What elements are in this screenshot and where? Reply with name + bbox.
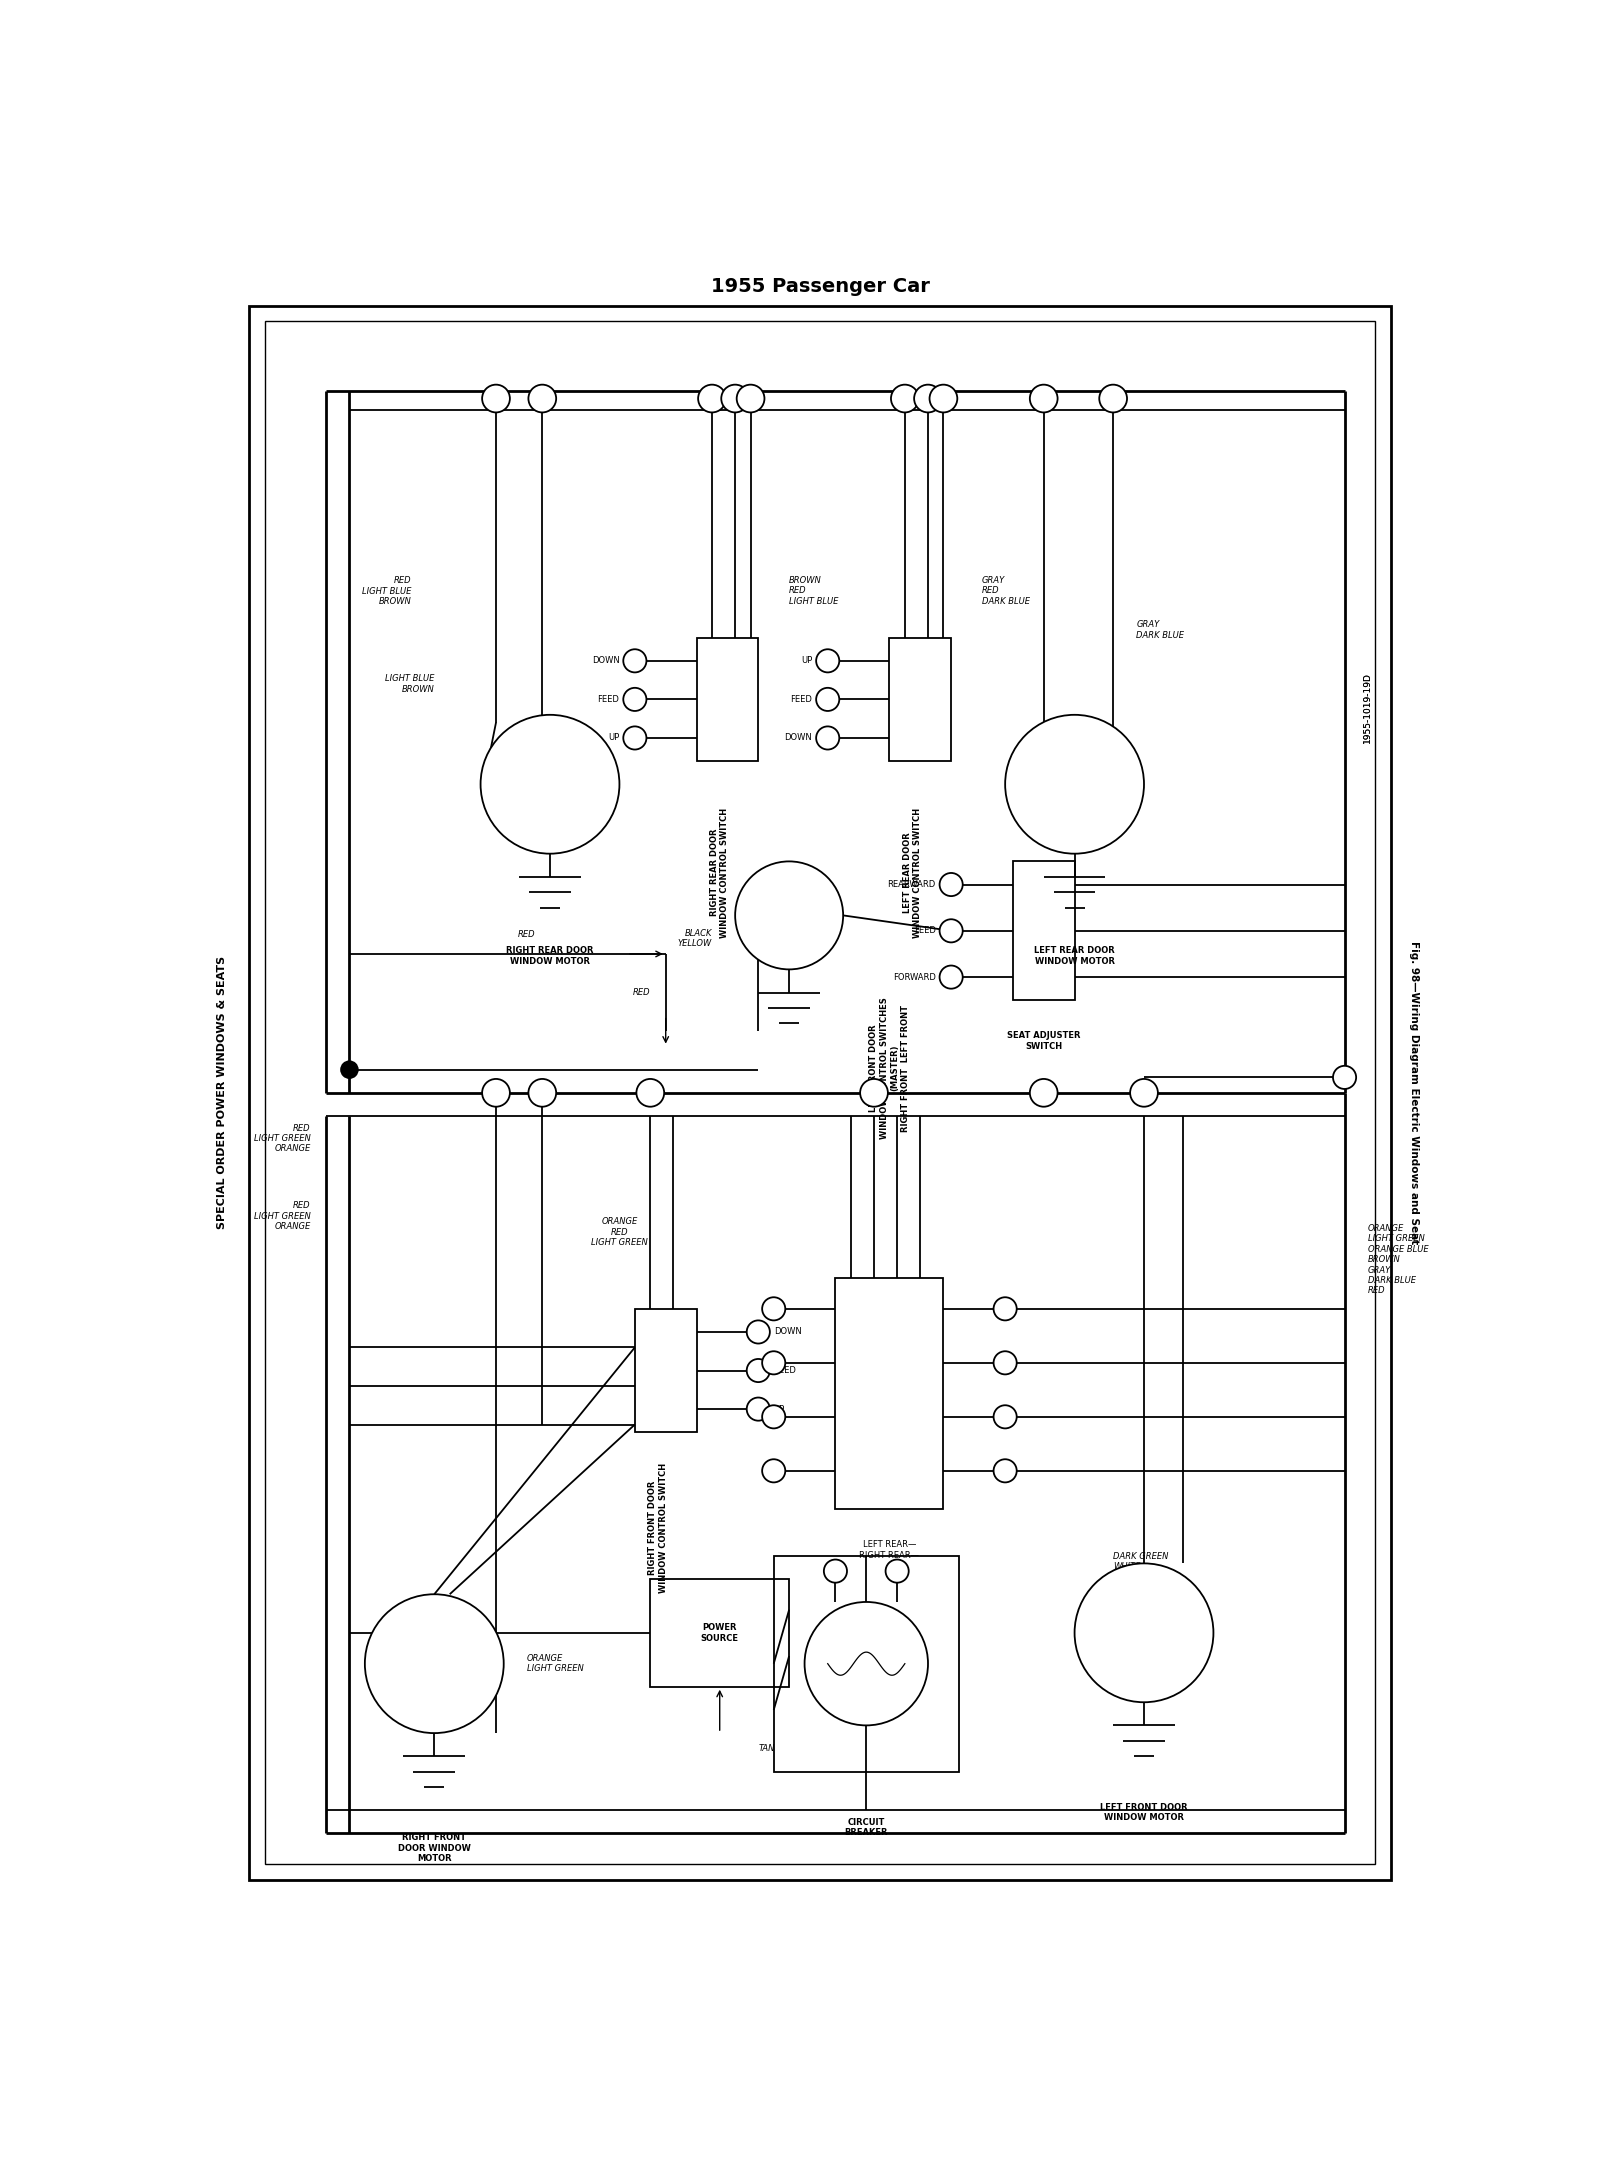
Text: LEFT REAR DOOR
WINDOW MOTOR: LEFT REAR DOOR WINDOW MOTOR xyxy=(1034,946,1115,965)
Circle shape xyxy=(528,385,557,413)
Circle shape xyxy=(747,1359,770,1383)
Circle shape xyxy=(698,385,726,413)
Circle shape xyxy=(861,1080,888,1106)
Circle shape xyxy=(939,920,963,941)
Text: GRAY
RED
DARK BLUE: GRAY RED DARK BLUE xyxy=(982,576,1030,606)
Text: RED: RED xyxy=(632,989,650,998)
Circle shape xyxy=(747,1398,770,1422)
Text: ORANGE
LIGHT GREEN
ORANGE BLUE
BROWN
GRAY
DARK BLUE
RED: ORANGE LIGHT GREEN ORANGE BLUE BROWN GRA… xyxy=(1368,1225,1429,1296)
Circle shape xyxy=(824,1560,846,1582)
Circle shape xyxy=(816,688,840,712)
Text: DOWN: DOWN xyxy=(784,734,813,742)
Text: LIGHT BLUE
BROWN: LIGHT BLUE BROWN xyxy=(386,675,434,695)
Text: RIGHT REAR DOOR
WINDOW MOTOR: RIGHT REAR DOOR WINDOW MOTOR xyxy=(506,946,594,965)
Text: ORANGE
LIGHT GREEN: ORANGE LIGHT GREEN xyxy=(526,1653,584,1673)
Text: RED
LIGHT GREEN
ORANGE: RED LIGHT GREEN ORANGE xyxy=(254,1123,310,1153)
Bar xyxy=(696,638,758,762)
Circle shape xyxy=(722,385,749,413)
Text: RED: RED xyxy=(758,931,776,939)
Circle shape xyxy=(734,861,843,969)
Circle shape xyxy=(624,649,646,673)
Circle shape xyxy=(624,688,646,712)
Text: RIGHT FRONT
DOOR WINDOW
MOTOR: RIGHT FRONT DOOR WINDOW MOTOR xyxy=(398,1833,470,1863)
Circle shape xyxy=(914,385,942,413)
Text: Fig. 98—Wiring Diagram Electric Windows and Seat: Fig. 98—Wiring Diagram Electric Windows … xyxy=(1410,941,1419,1244)
Circle shape xyxy=(816,649,840,673)
Circle shape xyxy=(1030,1080,1058,1106)
Circle shape xyxy=(480,714,619,853)
Text: DOWN: DOWN xyxy=(774,1327,802,1337)
Circle shape xyxy=(805,1601,928,1725)
Bar xyxy=(890,638,950,762)
Text: POWER
SOURCE: POWER SOURCE xyxy=(701,1623,739,1642)
Circle shape xyxy=(994,1296,1016,1320)
Circle shape xyxy=(1099,385,1126,413)
Text: CIRCUIT
BREAKER: CIRCUIT BREAKER xyxy=(845,1818,888,1837)
Text: 1955-1019-19D: 1955-1019-19D xyxy=(1363,671,1373,742)
Circle shape xyxy=(1333,1067,1357,1088)
Circle shape xyxy=(939,965,963,989)
Text: UP: UP xyxy=(608,734,619,742)
Text: 1955 Passenger Car: 1955 Passenger Car xyxy=(710,277,930,296)
Circle shape xyxy=(939,872,963,896)
Circle shape xyxy=(482,1080,510,1106)
Bar xyxy=(774,1556,958,1772)
Text: FEED: FEED xyxy=(774,1365,795,1374)
Text: TAN: TAN xyxy=(758,1744,774,1753)
Circle shape xyxy=(762,1350,786,1374)
Circle shape xyxy=(747,1320,770,1344)
Bar xyxy=(635,1309,696,1433)
Text: RED
LIGHT GREEN
ORANGE: RED LIGHT GREEN ORANGE xyxy=(254,1201,310,1231)
Circle shape xyxy=(482,385,510,413)
Text: FORWARD: FORWARD xyxy=(893,972,936,982)
Text: RIGHT REAR DOOR
WINDOW CONTROL SWITCH: RIGHT REAR DOOR WINDOW CONTROL SWITCH xyxy=(710,807,730,937)
Text: ORANGE
RED
LIGHT GREEN: ORANGE RED LIGHT GREEN xyxy=(590,1218,648,1246)
Circle shape xyxy=(341,1060,358,1080)
Bar xyxy=(650,1580,789,1686)
Text: FEED: FEED xyxy=(914,926,936,935)
Circle shape xyxy=(1030,385,1058,413)
Circle shape xyxy=(930,385,957,413)
Text: DOWN: DOWN xyxy=(592,656,619,664)
Text: SEAT ADJUSTER
SWITCH: SEAT ADJUSTER SWITCH xyxy=(1006,1030,1080,1050)
Circle shape xyxy=(994,1459,1016,1482)
Circle shape xyxy=(1130,1080,1158,1106)
Circle shape xyxy=(762,1296,786,1320)
Circle shape xyxy=(891,385,918,413)
Text: REARWARD: REARWARD xyxy=(888,881,936,889)
Circle shape xyxy=(528,1080,557,1106)
Text: FEED: FEED xyxy=(597,695,619,703)
Text: BLACK
YELLOW: BLACK YELLOW xyxy=(678,928,712,948)
Text: BROWN
RED
LIGHT BLUE: BROWN RED LIGHT BLUE xyxy=(789,576,838,606)
Bar xyxy=(1013,861,1075,1000)
Text: LEFT FRONT DOOR
WINDOW CONTROL SWITCHES
(MASTER)
RIGHT FRONT  LEFT FRONT: LEFT FRONT DOOR WINDOW CONTROL SWITCHES … xyxy=(869,998,909,1138)
Circle shape xyxy=(1075,1562,1213,1703)
Circle shape xyxy=(637,1080,664,1106)
Text: UP: UP xyxy=(774,1404,786,1413)
Circle shape xyxy=(762,1404,786,1428)
Text: RED
LIGHT BLUE
BROWN: RED LIGHT BLUE BROWN xyxy=(362,576,411,606)
Text: RED: RED xyxy=(518,931,536,939)
Text: LEFT REAR DOOR
WINDOW CONTROL SWITCH: LEFT REAR DOOR WINDOW CONTROL SWITCH xyxy=(902,807,922,937)
Text: 1955-1019-19D: 1955-1019-19D xyxy=(1363,671,1373,742)
Bar xyxy=(835,1279,944,1510)
Circle shape xyxy=(994,1350,1016,1374)
Circle shape xyxy=(365,1595,504,1733)
Text: RIGHT FRONT DOOR
WINDOW CONTROL SWITCH: RIGHT FRONT DOOR WINDOW CONTROL SWITCH xyxy=(648,1463,667,1593)
Text: UP: UP xyxy=(802,656,813,664)
Circle shape xyxy=(885,1560,909,1582)
Circle shape xyxy=(762,1459,786,1482)
Circle shape xyxy=(736,385,765,413)
Text: LEFT FRONT DOOR
WINDOW MOTOR: LEFT FRONT DOOR WINDOW MOTOR xyxy=(1101,1803,1187,1822)
Text: GRAY
DARK BLUE: GRAY DARK BLUE xyxy=(1136,621,1184,641)
Circle shape xyxy=(1005,714,1144,853)
Text: SPECIAL ORDER POWER WINDOWS & SEATS: SPECIAL ORDER POWER WINDOWS & SEATS xyxy=(218,956,227,1229)
Circle shape xyxy=(624,727,646,749)
Text: FEED: FEED xyxy=(790,695,813,703)
Text: LEFT REAR—
RIGHT REAR—: LEFT REAR— RIGHT REAR— xyxy=(859,1541,920,1560)
Circle shape xyxy=(816,727,840,749)
Circle shape xyxy=(994,1404,1016,1428)
Text: DARK GREEN
WHITE: DARK GREEN WHITE xyxy=(1114,1552,1168,1571)
